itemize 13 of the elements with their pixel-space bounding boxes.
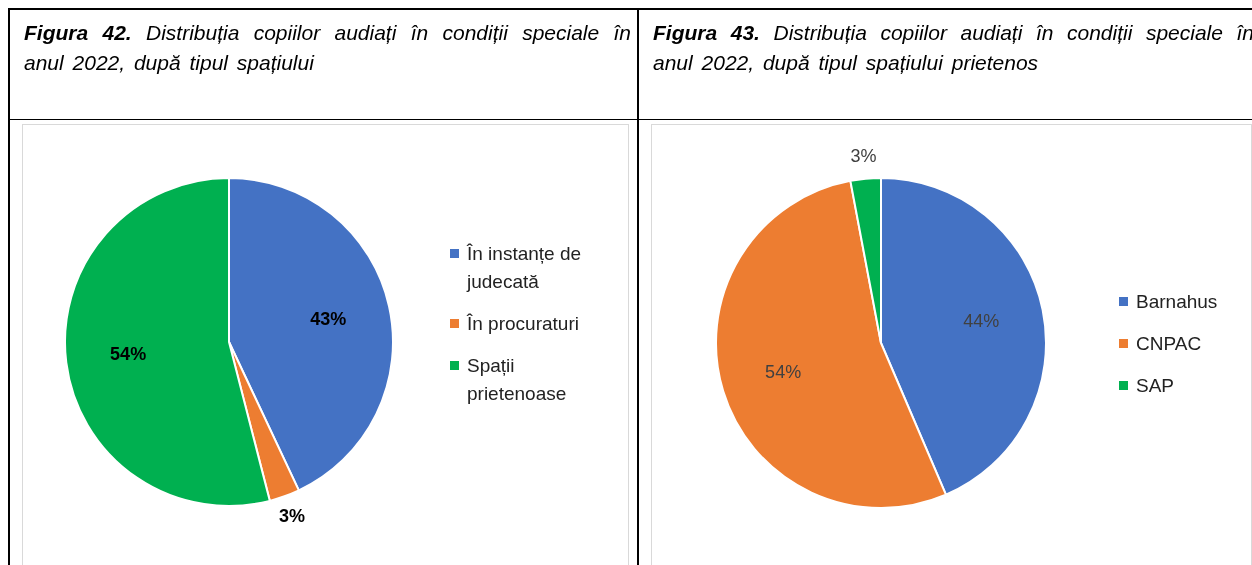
legend-label: SAP [1136,374,1175,398]
data-label: 54% [110,343,147,364]
data-label: 54% [765,361,802,382]
legend-label: În instanțe de judecată [467,242,583,294]
legend-label: Barnahus [1136,290,1218,314]
legend-label: CNPAC [1136,332,1202,356]
data-label: 3% [279,505,306,526]
chart-title: Figura 42. Distribuția copiilor audiați în condiții speciale în anul 2022, după tipul spațiului [10,10,637,120]
legend-label: Spații prietenoase [467,354,568,406]
data-label: 3% [850,145,877,166]
legend-label: În procuraturi [467,312,579,336]
data-label: 44% [963,311,1000,332]
data-label: 43% [310,308,347,329]
